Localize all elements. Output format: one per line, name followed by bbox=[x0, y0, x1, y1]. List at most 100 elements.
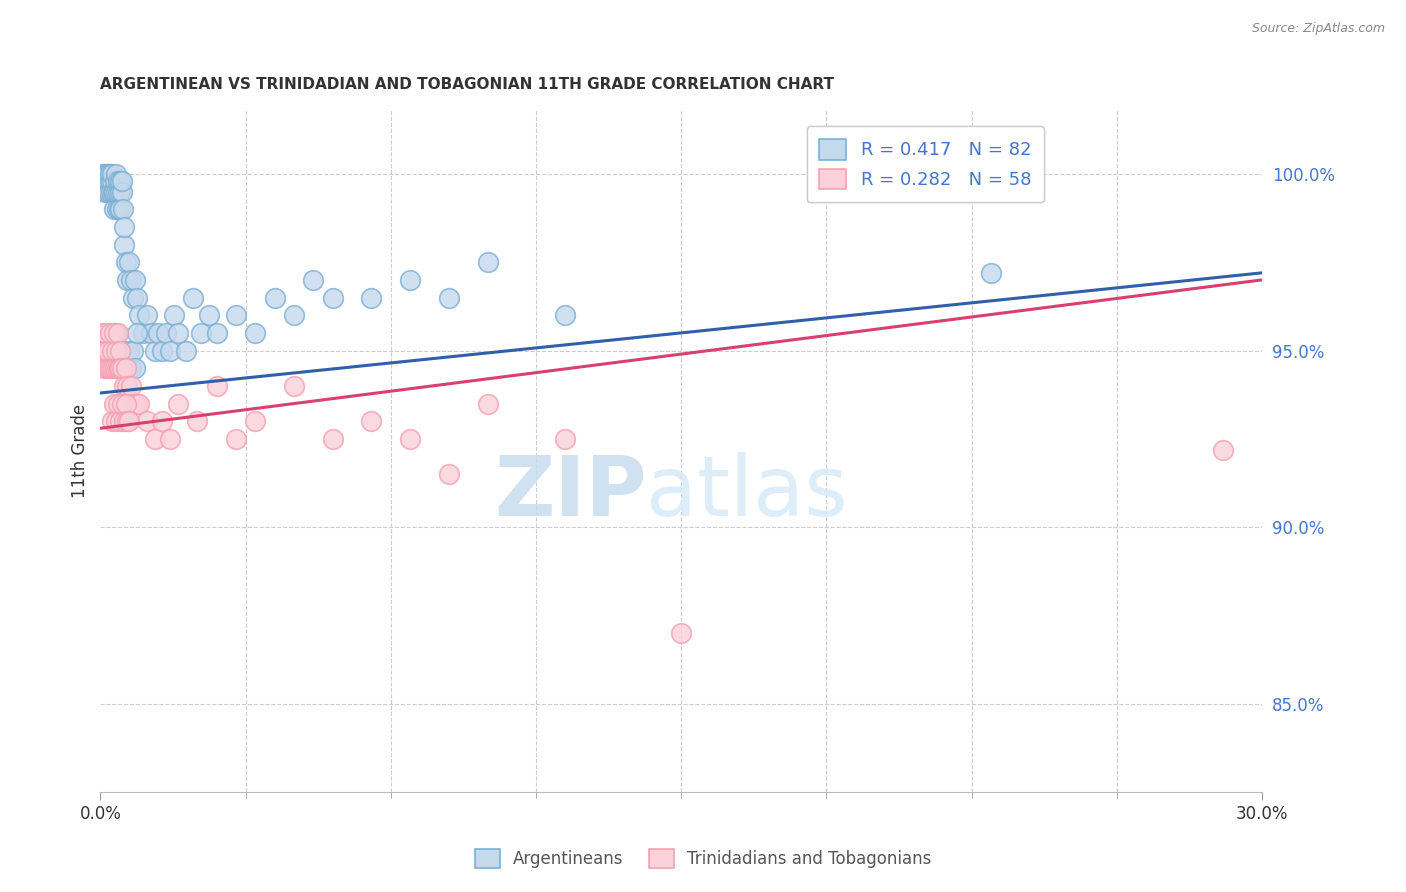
Point bbox=[103, 202, 125, 217]
Point bbox=[117, 273, 139, 287]
Point bbox=[112, 237, 135, 252]
Point bbox=[110, 361, 132, 376]
Point bbox=[122, 291, 145, 305]
Point bbox=[150, 343, 173, 358]
Point bbox=[166, 396, 188, 410]
Point bbox=[104, 326, 127, 340]
Point bbox=[127, 326, 149, 340]
Point bbox=[437, 291, 460, 305]
Point bbox=[122, 343, 145, 358]
Point bbox=[143, 432, 166, 446]
Point bbox=[93, 343, 115, 358]
Point bbox=[108, 185, 131, 199]
Point bbox=[120, 379, 142, 393]
Point bbox=[554, 308, 576, 322]
Point bbox=[150, 414, 173, 428]
Point bbox=[117, 414, 139, 428]
Point bbox=[205, 379, 228, 393]
Point bbox=[108, 361, 131, 376]
Point bbox=[190, 326, 212, 340]
Point bbox=[437, 467, 460, 482]
Point bbox=[225, 432, 247, 446]
Point bbox=[101, 343, 124, 358]
Text: atlas: atlas bbox=[647, 451, 848, 533]
Point bbox=[120, 361, 142, 376]
Point bbox=[112, 343, 135, 358]
Point bbox=[97, 361, 120, 376]
Point bbox=[97, 343, 120, 358]
Point bbox=[112, 379, 135, 393]
Point bbox=[97, 185, 120, 199]
Point bbox=[186, 414, 208, 428]
Point bbox=[104, 174, 127, 188]
Point bbox=[107, 174, 129, 188]
Point bbox=[112, 219, 135, 234]
Point bbox=[122, 396, 145, 410]
Point bbox=[107, 326, 129, 340]
Point bbox=[101, 185, 124, 199]
Point bbox=[148, 326, 170, 340]
Point bbox=[120, 273, 142, 287]
Point bbox=[103, 185, 125, 199]
Point bbox=[245, 326, 267, 340]
Point bbox=[554, 432, 576, 446]
Point bbox=[101, 361, 124, 376]
Point bbox=[128, 396, 150, 410]
Point bbox=[360, 414, 382, 428]
Point bbox=[263, 291, 285, 305]
Point bbox=[111, 361, 134, 376]
Point bbox=[93, 167, 115, 181]
Point bbox=[107, 396, 129, 410]
Point bbox=[127, 291, 149, 305]
Point bbox=[399, 273, 422, 287]
Point bbox=[197, 308, 219, 322]
Point bbox=[135, 414, 157, 428]
Point bbox=[139, 326, 162, 340]
Point bbox=[104, 361, 127, 376]
Point bbox=[163, 308, 186, 322]
Point bbox=[124, 396, 146, 410]
Point bbox=[108, 343, 131, 358]
Point bbox=[114, 361, 136, 376]
Point bbox=[118, 255, 141, 269]
Point bbox=[101, 414, 124, 428]
Point bbox=[108, 343, 131, 358]
Point bbox=[98, 167, 121, 181]
Point bbox=[108, 202, 131, 217]
Point bbox=[94, 185, 117, 199]
Point bbox=[96, 167, 118, 181]
Point bbox=[111, 361, 134, 376]
Point bbox=[105, 202, 128, 217]
Y-axis label: 11th Grade: 11th Grade bbox=[72, 404, 89, 499]
Point bbox=[669, 626, 692, 640]
Point bbox=[322, 432, 344, 446]
Point bbox=[103, 326, 125, 340]
Point bbox=[477, 255, 499, 269]
Point bbox=[124, 273, 146, 287]
Point bbox=[399, 432, 422, 446]
Point bbox=[159, 432, 181, 446]
Point bbox=[108, 174, 131, 188]
Point bbox=[283, 308, 305, 322]
Point bbox=[103, 396, 125, 410]
Point bbox=[104, 414, 127, 428]
Point bbox=[93, 167, 115, 181]
Point bbox=[108, 414, 131, 428]
Point bbox=[124, 361, 146, 376]
Point bbox=[98, 174, 121, 188]
Point bbox=[96, 185, 118, 199]
Point bbox=[100, 185, 122, 199]
Point bbox=[101, 343, 124, 358]
Point bbox=[94, 343, 117, 358]
Point bbox=[118, 343, 141, 358]
Point bbox=[302, 273, 325, 287]
Point bbox=[114, 361, 136, 376]
Point bbox=[105, 361, 128, 376]
Point bbox=[159, 343, 181, 358]
Point bbox=[166, 326, 188, 340]
Point bbox=[91, 174, 114, 188]
Point bbox=[98, 326, 121, 340]
Point bbox=[117, 361, 139, 376]
Point bbox=[117, 379, 139, 393]
Legend: R = 0.417   N = 82, R = 0.282   N = 58: R = 0.417 N = 82, R = 0.282 N = 58 bbox=[807, 126, 1043, 202]
